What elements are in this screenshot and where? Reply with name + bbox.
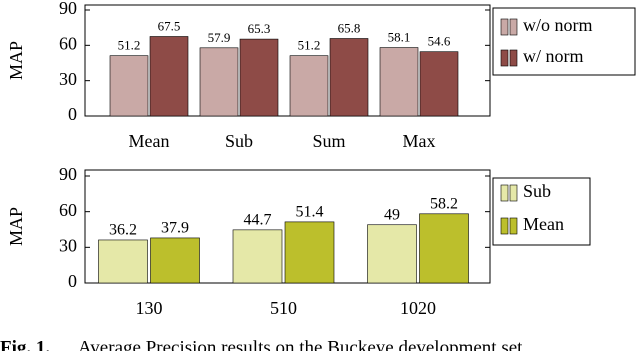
legend-swatch [509,184,518,202]
value-label: 58.1 [388,30,411,45]
bar [419,213,469,284]
x-tick-label: Mean [129,131,170,151]
value-label: 65.3 [248,21,271,36]
value-label: 36.2 [109,222,137,239]
bar [150,237,200,284]
bar [419,51,459,117]
legend-label: w/ norm [523,46,584,66]
value-label: 49 [384,206,400,223]
bar [379,47,419,117]
value-label: 58.2 [430,195,458,212]
bar [199,47,239,117]
caption-label: Fig. 1. [0,337,50,351]
legend-swatch [500,18,509,36]
plot-frame [84,4,491,117]
value-label: 37.9 [161,220,189,237]
legend-swatch [509,49,518,67]
x-tick-label: Max [403,131,436,151]
legend-swatch [509,18,518,36]
legend-label: w/o norm [523,15,593,35]
x-tick-label: 510 [270,298,297,318]
value-label: 54.6 [428,34,451,49]
value-label: 67.5 [158,18,181,33]
y-tick-label: 90 [59,0,77,18]
bar [98,239,148,284]
bar [329,38,369,117]
caption-text: Average Precision results on the Buckeye… [78,337,523,351]
value-label: 51.2 [298,38,321,53]
legend-box [492,177,591,246]
bar [284,221,335,284]
legend-swatch [500,217,509,235]
bar [232,229,283,284]
y-axis-label: MAP [6,41,26,80]
legend-label: Mean [523,214,564,234]
legend-swatch [500,49,509,67]
x-tick-label: Sub [225,131,253,151]
legend-label: Sub [523,181,551,201]
legend-swatch [500,184,509,202]
y-tick-label: 30 [59,235,77,255]
value-label: 65.8 [338,20,361,35]
value-label: 44.7 [244,212,272,229]
y-tick-label: 0 [68,104,77,124]
value-label: 51.2 [118,38,141,53]
y-tick-label: 60 [59,33,77,53]
x-tick-label: 1020 [400,298,436,318]
y-axis-label: MAP [6,207,26,246]
value-label: 57.9 [208,30,231,45]
bar [109,55,149,117]
bar [239,38,279,117]
bar [149,36,189,117]
bar [289,55,329,117]
legend-swatch [509,217,518,235]
y-tick-label: 0 [68,271,77,291]
bar [367,224,417,284]
y-tick-label: 90 [59,164,77,184]
y-tick-label: 60 [59,200,77,220]
x-tick-label: Sum [312,131,345,151]
x-tick-label: 130 [136,298,163,318]
value-label: 51.4 [296,204,324,221]
y-tick-label: 30 [59,69,77,89]
